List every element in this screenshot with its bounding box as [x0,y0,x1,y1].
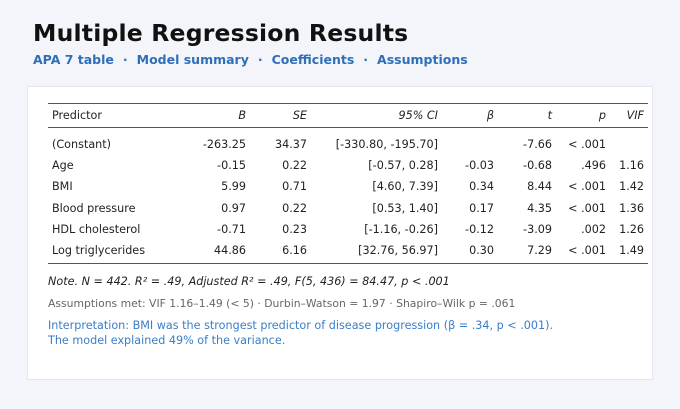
cell-p: < .001 [568,201,606,215]
section-nav: APA 7 table · Model summary · Coefficien… [33,52,468,67]
header-predictor: Predictor [48,103,173,128]
nav-link-assumptions[interactable]: Assumptions [377,52,468,67]
cell-b: -0.15 [217,158,246,172]
header-beta: β [442,103,498,128]
cell-b: -0.71 [217,223,246,237]
header-ci: 95% CI [311,103,442,128]
cell-b: 0.97 [221,201,246,215]
table-row: (Constant) -263.25 34.37 [-330.80, -195.… [48,128,648,155]
cell-predictor: BMI [52,180,73,194]
header-t: t [498,103,556,128]
cell-p: < .001 [556,240,610,264]
cell-predictor: (Constant) [52,137,112,151]
nav-separator: · [122,52,128,67]
header-b: B [173,103,250,128]
cell-t: -7.66 [523,137,552,151]
table-row: Blood pressure 0.97 0.22 [0.53, 1.40] 0.… [48,198,648,220]
table-row: BMI 5.99 0.71 [4.60, 7.39] 0.34 8.44 < .… [48,176,648,198]
cell-ci: [-1.16, -0.26] [364,223,438,237]
cell-se: 34.37 [274,137,307,151]
page-title: Multiple Regression Results [33,19,409,47]
cell-t: 8.44 [527,180,552,194]
cell-se: 0.23 [282,223,307,237]
assumptions-summary: Assumptions met: VIF 1.16–1.49 (< 5) · D… [48,297,516,310]
cell-vif: 1.16 [619,158,644,172]
cell-ci: [-0.57, 0.28] [368,158,438,172]
table-row: HDL cholesterol -0.71 0.23 [-1.16, -0.26… [48,219,648,241]
cell-b: -263.25 [202,137,246,151]
cell-vif: 1.36 [619,201,644,215]
cell-p: .496 [581,158,606,172]
table-note: Note. N = 442. R² = .49, Adjusted R² = .… [48,275,450,288]
cell-vif: 1.26 [619,223,644,237]
regression-table: Predictor B SE 95% CI β t p VIF (Constan… [48,103,648,264]
cell-beta: 0.17 [469,201,494,215]
table-row: Age -0.15 0.22 [-0.57, 0.28] -0.03 -0.68… [48,155,648,177]
cell-beta: -0.12 [465,223,494,237]
cell-vif: 1.42 [619,180,644,194]
header-vif: VIF [610,103,648,128]
cell-se: 0.71 [282,180,307,194]
cell-vif: 1.49 [610,240,648,264]
cell-beta [442,128,498,155]
cell-t: -0.68 [523,158,552,172]
cell-se: 0.22 [282,158,307,172]
nav-link-model-summary[interactable]: Model summary [136,52,249,67]
nav-link-apa-table[interactable]: APA 7 table [33,52,114,67]
cell-se: 6.16 [250,240,311,264]
cell-predictor: Age [52,158,74,172]
interpretation-text: Interpretation: BMI was the strongest pr… [48,319,553,348]
cell-ci: [32.76, 56.97] [311,240,442,264]
table-row: Log triglycerides 44.86 6.16 [32.76, 56.… [48,240,648,264]
cell-p: .002 [581,223,606,237]
nav-separator: · [257,52,263,67]
cell-ci: [-330.80, -195.70] [335,137,438,151]
cell-beta: 0.34 [469,180,494,194]
cell-t: 7.29 [498,240,556,264]
cell-t: 4.35 [527,201,552,215]
table-header-row: Predictor B SE 95% CI β t p VIF [48,103,648,128]
cell-beta: -0.03 [465,158,494,172]
cell-predictor: Blood pressure [52,201,136,215]
cell-se: 0.22 [282,201,307,215]
cell-b: 5.99 [221,180,246,194]
interpretation-line: Interpretation: BMI was the strongest pr… [48,319,554,332]
cell-beta: 0.30 [442,240,498,264]
cell-ci: [4.60, 7.39] [372,180,438,194]
nav-link-coefficients[interactable]: Coefficients [271,52,355,67]
cell-b: 44.86 [173,240,250,264]
cell-t: -3.09 [523,223,552,237]
cell-vif [610,128,648,155]
cell-p: < .001 [568,137,606,151]
cell-ci: [0.53, 1.40] [372,201,438,215]
interpretation-line: The model explained 49% of the variance. [48,333,286,347]
cell-p: < .001 [568,180,606,194]
results-card: Predictor B SE 95% CI β t p VIF (Constan… [27,86,653,380]
nav-separator: · [363,52,369,67]
cell-predictor: HDL cholesterol [52,223,141,237]
header-p: p [556,103,610,128]
cell-predictor: Log triglycerides [48,240,173,264]
header-se: SE [250,103,311,128]
